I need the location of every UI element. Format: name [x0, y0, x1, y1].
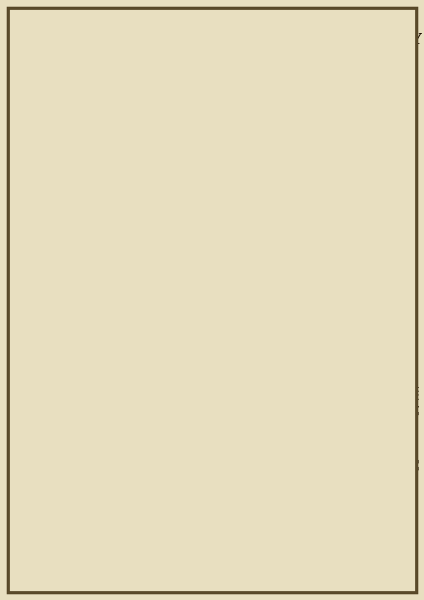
Bar: [245, 519, 257, 525]
Polygon shape: [65, 140, 140, 185]
Polygon shape: [230, 180, 313, 250]
Bar: [160, 288, 172, 295]
Polygon shape: [18, 34, 205, 90]
Text: Winter Stream: Winter Stream: [325, 122, 358, 126]
Polygon shape: [155, 160, 215, 230]
Text: CLEMENT: CLEMENT: [179, 175, 187, 215]
Text: P R I C E: P R I C E: [198, 573, 232, 582]
Text: Explanation: Explanation: [329, 73, 388, 82]
Bar: [218, 496, 236, 505]
Text: TOPOGRAPHICAL MAP: TOPOGRAPHICAL MAP: [316, 18, 400, 26]
Text: S T A T E   O F   M I C H I G A N: S T A T E O F M I C H I G A N: [315, 186, 321, 294]
Polygon shape: [140, 66, 295, 140]
Polygon shape: [18, 355, 140, 445]
Text: O  M  A  H  A: O M A H A: [245, 298, 299, 307]
Text: GORE: GORE: [50, 162, 59, 188]
Polygon shape: [140, 66, 265, 100]
Text: KIMBALL: KIMBALL: [195, 107, 235, 116]
Polygon shape: [175, 485, 215, 530]
Bar: [285, 399, 296, 405]
Text: A S H L A N D: A S H L A N D: [8, 187, 14, 233]
Bar: [272, 321, 288, 330]
Bar: [265, 533, 280, 540]
Text: Highway: Highway: [325, 104, 345, 108]
Polygon shape: [265, 55, 313, 140]
Text: V I L A S: V I L A S: [412, 386, 418, 415]
Text: M  E  R  G  E  R: M E R G E R: [191, 397, 259, 407]
Polygon shape: [18, 58, 140, 100]
Bar: [282, 556, 295, 562]
Bar: [250, 270, 260, 275]
Polygon shape: [155, 265, 215, 340]
Bar: [178, 535, 200, 545]
Text: 8: 8: [402, 52, 405, 57]
Polygon shape: [245, 365, 313, 430]
Text: of: of: [355, 26, 361, 31]
Text: S.I.W.: S.I.W.: [18, 439, 29, 443]
Text: CAREY: CAREY: [254, 178, 262, 206]
Text: C O.: C O.: [8, 138, 14, 152]
Text: POWELL: POWELL: [271, 518, 293, 523]
Text: T.44N.: T.44N.: [18, 349, 30, 353]
Polygon shape: [18, 140, 140, 250]
Bar: [196, 305, 214, 315]
Text: COPYRIGHT BY STANDARD MAP COMPANY CHICAGO ILL.: COPYRIGHT BY STANDARD MAP COMPANY CHICAG…: [20, 583, 111, 587]
Text: ANDERSON: ANDERSON: [44, 205, 96, 214]
Polygon shape: [265, 265, 313, 335]
Text: HURLEY: HURLEY: [254, 131, 276, 136]
Bar: [290, 284, 302, 290]
Text: WISCONSIN: WISCONSIN: [338, 46, 378, 52]
Polygon shape: [18, 58, 140, 140]
Polygon shape: [230, 140, 313, 180]
Text: IRON COUNTY: IRON COUNTY: [295, 33, 421, 47]
Polygon shape: [230, 250, 313, 355]
Polygon shape: [140, 365, 195, 415]
Polygon shape: [230, 355, 313, 445]
Text: C O.: C O.: [286, 573, 304, 582]
Bar: [250, 373, 264, 380]
Text: I7: I7: [400, 46, 404, 51]
Polygon shape: [230, 140, 313, 250]
Polygon shape: [140, 250, 230, 355]
Bar: [268, 303, 282, 310]
Polygon shape: [140, 355, 230, 445]
Text: STANDARD MAP CO.: STANDARD MAP CO.: [328, 58, 388, 62]
Bar: [18, 34, 313, 572]
Polygon shape: [18, 140, 65, 185]
Text: S  H  E  R  M  A  N: S H E R M A N: [187, 508, 269, 517]
Text: Railroad: Railroad: [325, 113, 344, 117]
Polygon shape: [155, 470, 230, 550]
Text: S43065: S43065: [395, 40, 414, 45]
Polygon shape: [18, 250, 140, 355]
Bar: [290, 482, 304, 490]
Text: MERCER: MERCER: [248, 436, 271, 441]
Text: State Trunk Highway: State Trunk Highway: [325, 86, 373, 90]
Text: KNIGHT: KNIGHT: [49, 315, 91, 325]
Polygon shape: [18, 260, 70, 330]
Text: LAKE SUPERIOR: LAKE SUPERIOR: [41, 39, 119, 65]
Text: C O.: C O.: [412, 458, 418, 472]
Text: County Trunk Highway: County Trunk Highway: [325, 95, 377, 99]
Polygon shape: [140, 140, 230, 250]
Polygon shape: [18, 34, 140, 78]
Polygon shape: [140, 445, 313, 572]
Text: CHICAGO, ILL.: CHICAGO, ILL.: [337, 64, 379, 68]
